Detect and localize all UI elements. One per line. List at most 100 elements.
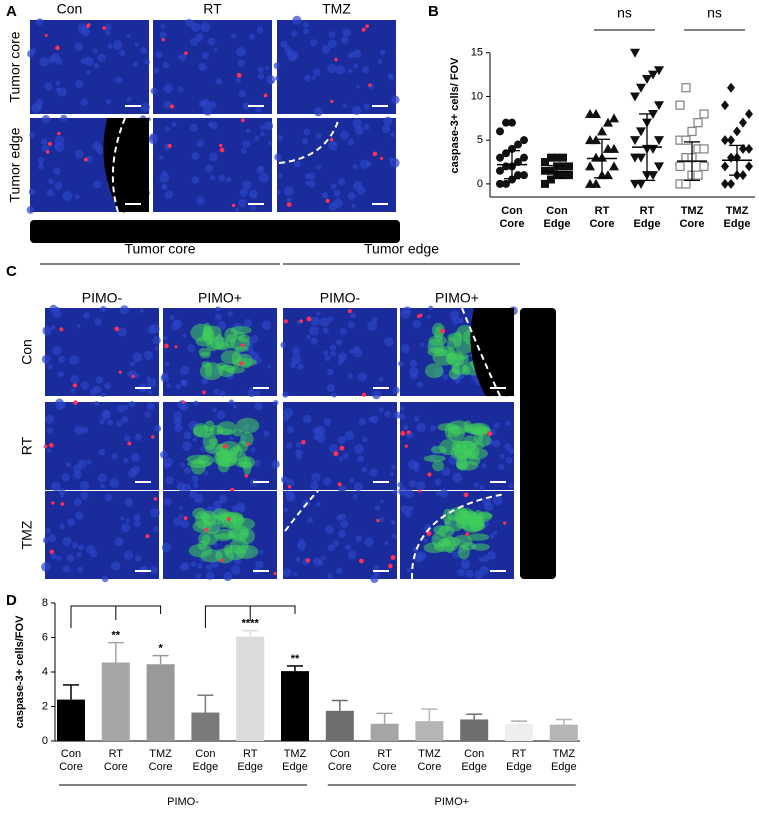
nucleus (400, 344, 410, 354)
data-point (559, 171, 567, 180)
micrograph (273, 15, 400, 117)
nucleus (384, 540, 389, 546)
nucleus (196, 139, 205, 148)
nucleus (38, 162, 44, 167)
nucleus (85, 156, 93, 164)
data-point (541, 166, 549, 175)
nucleus (462, 563, 469, 570)
nucleus (352, 118, 362, 129)
data-point (508, 175, 516, 184)
nucleus (504, 443, 512, 450)
nucleus (347, 373, 353, 379)
nucleus (403, 424, 409, 430)
pimo-stain (216, 362, 228, 370)
nucleus (77, 459, 87, 469)
y-axis-label: caspase-3+ cells/ FOV (449, 57, 461, 174)
nucleus (126, 96, 132, 102)
nucleus (310, 39, 318, 47)
data-point (603, 170, 613, 180)
nucleus (47, 178, 54, 185)
nucleus (335, 567, 343, 575)
nucleus (191, 176, 199, 184)
nucleus (323, 477, 332, 486)
x-tick-label: RT (640, 205, 655, 217)
nucleus (216, 410, 226, 420)
nucleus (312, 557, 322, 566)
nucleus (316, 502, 321, 507)
nucleus (302, 414, 312, 424)
data-point (520, 171, 528, 180)
caspase-stain (287, 485, 292, 489)
nucleus (196, 196, 205, 205)
pimo-stain (424, 363, 444, 379)
pimo-stain (237, 456, 255, 469)
nucleus (313, 107, 323, 117)
nucleus (482, 555, 489, 563)
data-point (636, 83, 646, 93)
nucleus (50, 553, 57, 560)
nucleus (180, 379, 188, 387)
nucleus (457, 568, 466, 577)
nucleus (342, 452, 349, 459)
caspase-stain (167, 143, 172, 149)
nucleus (293, 572, 298, 577)
nucleus (237, 59, 245, 67)
nucleus (174, 423, 183, 433)
nucleus (277, 135, 283, 141)
nucleus (164, 462, 171, 469)
nucleus (154, 424, 162, 433)
x-tick-label: Con (330, 748, 350, 760)
nucleus (381, 124, 391, 134)
nucleus (499, 453, 505, 459)
nucleus (175, 383, 181, 390)
nucleus (105, 30, 111, 36)
nucleus (370, 574, 379, 584)
nucleus (368, 416, 375, 423)
nucleus (274, 153, 282, 161)
micrograph (148, 118, 274, 213)
nucleus (362, 436, 368, 443)
edge-line (284, 490, 319, 532)
nucleus (86, 545, 95, 554)
nucleus (243, 319, 252, 328)
nucleus (406, 567, 412, 573)
nucleus (134, 42, 139, 47)
pimo-stain (237, 353, 253, 369)
nucleus (257, 66, 265, 73)
bar (460, 719, 489, 741)
nucleus (193, 493, 204, 504)
nucleus (393, 411, 401, 419)
nucleus (357, 455, 365, 463)
nucleus (146, 376, 151, 381)
nucleus (356, 84, 361, 89)
pimo-stain (451, 425, 461, 438)
annotation: ns (707, 5, 722, 21)
column-label: PIMO+ (435, 290, 479, 306)
caspase-stain (263, 93, 268, 98)
nucleus (331, 392, 337, 398)
group-label: PIMO+ (435, 796, 470, 808)
caspase-stain (83, 157, 88, 162)
caspase-stain (388, 563, 393, 569)
nucleus (327, 573, 334, 580)
nucleus (27, 50, 35, 58)
nucleus (205, 164, 214, 173)
nucleus (302, 21, 310, 28)
nucleus (181, 483, 192, 493)
data-point (502, 179, 510, 188)
nucleus (379, 499, 385, 504)
nucleus (268, 79, 274, 85)
bar (57, 699, 85, 741)
nucleus (61, 472, 70, 482)
micrograph (274, 116, 400, 212)
bar (281, 671, 309, 741)
x-tick-label: Core (679, 218, 704, 230)
nucleus (192, 437, 197, 442)
nucleus (111, 453, 118, 460)
nucleus (399, 406, 405, 411)
caspase-stain (325, 198, 330, 203)
column-label: TMZ (322, 1, 351, 17)
nucleus (259, 124, 266, 130)
nucleus (202, 106, 213, 116)
caspase-stain (204, 527, 209, 532)
